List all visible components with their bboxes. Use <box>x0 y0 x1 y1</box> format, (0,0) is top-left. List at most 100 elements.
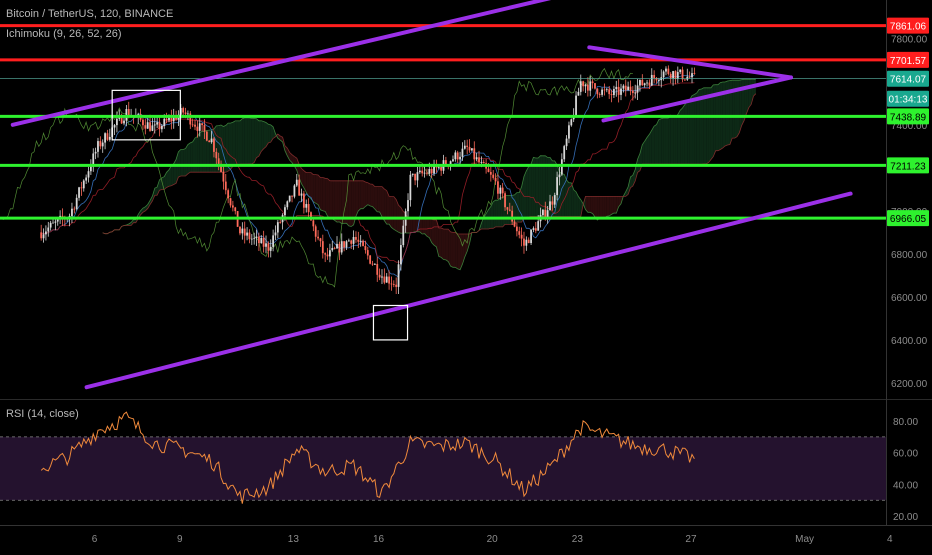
ichimoku-cloud-segment <box>493 200 496 229</box>
candle-body <box>530 229 532 244</box>
candle-body <box>196 126 199 131</box>
candle-body <box>544 209 547 217</box>
candle-body <box>610 94 613 96</box>
candle-body <box>108 136 111 140</box>
candle-body <box>468 146 471 151</box>
candle-body <box>605 89 608 91</box>
candle-body <box>258 236 260 244</box>
ichimoku-cloud-segment <box>239 118 243 165</box>
candle-body <box>333 247 336 249</box>
ichimoku-cloud-segment <box>568 182 572 217</box>
ichimoku-cloud-segment <box>393 196 397 231</box>
time-tick-label: 20 <box>487 534 499 545</box>
ichimoku-cloud-segment <box>339 180 342 224</box>
candle-body <box>300 193 303 196</box>
time-tick-label: 23 <box>572 534 584 545</box>
candle-body <box>636 85 639 93</box>
candle-body <box>416 172 419 181</box>
ichimoku-cloud-segment <box>268 124 271 143</box>
ichimoku-cloud-segment <box>263 121 267 149</box>
ichimoku-cloud-segment <box>166 169 169 188</box>
ichimoku-cloud-segment <box>455 232 458 269</box>
ichimoku-cloud-segment <box>140 208 143 215</box>
candle-body <box>170 117 173 122</box>
ichimoku-cloud-segment <box>384 188 387 225</box>
ichimoku-cloud-segment <box>725 80 728 146</box>
ichimoku-cloud-segment <box>301 168 304 188</box>
ichimoku-cloud-segment <box>573 189 577 217</box>
candle-body <box>518 231 521 235</box>
candle-body <box>646 82 648 84</box>
candle-body <box>643 83 646 86</box>
ichimoku-cloud-segment <box>590 196 593 214</box>
price-tag-background <box>887 51 929 68</box>
ichimoku-cloud-segment <box>154 187 158 196</box>
ichimoku-cloud-segment <box>431 219 435 246</box>
ichimoku-cloud-segment <box>145 204 148 211</box>
candle-body <box>362 240 364 246</box>
candle-body <box>428 168 431 174</box>
ichimoku-cloud-segment <box>204 130 207 173</box>
ichimoku-cloud-segment <box>325 178 328 217</box>
candle-body <box>449 161 452 166</box>
ichimoku-cloud-segment <box>422 218 425 235</box>
ichimoku-tenkan <box>41 75 695 278</box>
candle-body <box>274 232 277 236</box>
ichimoku-cloud-segment <box>415 218 418 232</box>
candle-body <box>615 86 618 90</box>
candle-body <box>272 235 275 247</box>
ichimoku-cloud-segment <box>230 122 233 170</box>
price-tag-label: 7701.57 <box>890 56 927 67</box>
ichimoku-cloud-segment <box>436 219 439 257</box>
ichimoku-cloud-segment <box>651 126 655 165</box>
candle-body <box>172 116 175 122</box>
ichimoku-cloud-segment <box>131 219 134 226</box>
ichimoku-cloud-segment <box>545 155 548 217</box>
candle-body <box>340 241 343 253</box>
candle-body <box>546 210 549 217</box>
drawings <box>10 0 853 390</box>
candle-body <box>371 263 374 265</box>
candle-body <box>629 86 632 91</box>
candle-body <box>269 246 272 251</box>
candle-body <box>620 88 622 95</box>
candle-body <box>594 83 596 89</box>
candle-body <box>418 170 421 173</box>
price-tag-background <box>887 210 929 227</box>
candle-body <box>693 73 696 74</box>
candle-body <box>101 142 104 147</box>
candle-body <box>369 255 372 264</box>
rsi-legend: RSI (14, close) <box>6 408 79 420</box>
ichimoku-cloud-segment <box>344 180 347 224</box>
candle-body <box>239 226 241 234</box>
ichimoku-cloud-segment <box>450 231 453 268</box>
candle-body <box>556 177 559 196</box>
ichimoku-cloud-segment <box>710 84 714 160</box>
ichimoku-cloud-segment <box>251 118 255 165</box>
price-tag-label: 01:34:13 <box>889 95 928 106</box>
candle-body <box>267 243 270 251</box>
ichimoku-cloud-segment <box>329 180 333 219</box>
price-tag-background <box>887 17 929 34</box>
candle-body <box>570 119 573 126</box>
candle-body <box>189 113 192 125</box>
ichimoku-cloud-segment <box>611 196 614 215</box>
ichimoku-cloud-segment <box>408 218 411 234</box>
candle-body <box>241 228 244 234</box>
candle-body <box>158 122 161 130</box>
ichimoku-cloud-segment <box>419 218 423 235</box>
ichimoku-cloud-segment <box>673 116 676 165</box>
candle-body <box>205 131 208 141</box>
candle-body <box>97 141 99 152</box>
ichimoku-cloud-segment <box>247 117 250 165</box>
ichimoku-cloud-segment <box>481 217 484 230</box>
ichimoku-cloud-segment <box>630 175 633 188</box>
candle-body <box>641 79 644 86</box>
ichimoku-cloud-segment <box>628 176 631 195</box>
candle-body <box>120 115 123 124</box>
ichimoku-cloud-segment <box>313 174 316 204</box>
ichimoku-kijun <box>41 82 695 263</box>
candle-body <box>210 138 213 143</box>
candle-body <box>92 153 95 167</box>
